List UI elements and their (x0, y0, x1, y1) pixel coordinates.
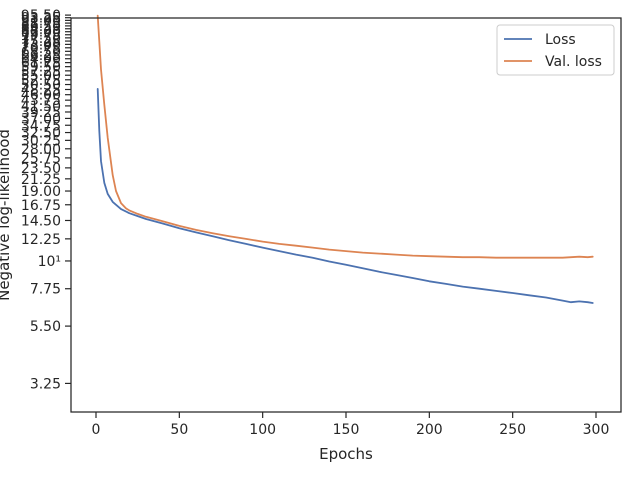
y-tick-label: 61.75 (21, 56, 61, 72)
series-line-1 (96, 88, 594, 304)
y-tick-label: 64.00 (21, 52, 61, 68)
y-tick-label: 75.25 (21, 34, 61, 50)
series-lines (96, 14, 594, 304)
y-tick-label: 3.25 (30, 376, 61, 392)
y-tick-label: 84.25 (21, 22, 61, 38)
legend-label: Loss (545, 32, 576, 48)
y-tick-label: 68.50 (21, 44, 61, 60)
x-tick-label: 50 (170, 422, 188, 438)
y-tick-label: 28.00 (21, 142, 61, 158)
y-tick-label: 59.50 (21, 60, 61, 76)
series-line-2 (96, 14, 594, 259)
x-tick-label: 0 (92, 422, 101, 438)
y-tick-label: 95.50 (21, 8, 61, 24)
y-tick-label: 73.00 (21, 37, 61, 53)
y-tick-label: 77.50 (21, 31, 61, 47)
y-tick-label: 19.00 (21, 184, 61, 200)
y-tick-label: 30.25 (21, 133, 61, 149)
y-tick-label: 12.25 (21, 232, 61, 248)
y-tick-label: 48.25 (21, 82, 61, 98)
legend: Loss Val. loss (496, 24, 615, 76)
y-tick-label: 25.75 (21, 151, 61, 167)
x-tick-label: 150 (333, 422, 360, 438)
x-tick-label: 300 (583, 422, 610, 438)
y-tick-label: 10¹ (38, 254, 61, 270)
y-tick-label: 57.25 (21, 64, 61, 80)
y-tick-label: 82.00 (21, 25, 61, 41)
legend-box (496, 24, 615, 76)
y-tick-label: 55.00 (21, 68, 61, 84)
y-tick-label: 88.75 (21, 16, 61, 32)
y-tick-label: 66.25 (21, 48, 61, 64)
y-tick-label: 70.75 (21, 41, 61, 57)
legend-label: Val. loss (545, 54, 602, 70)
x-tick-label: 100 (249, 422, 276, 438)
y-tick-label: 41.50 (21, 99, 61, 115)
y-tick-label: 14.50 (21, 213, 61, 229)
plot-frame (70, 17, 622, 413)
y-tick-label: 37.00 (21, 111, 61, 127)
y-tick-label: 43.75 (21, 93, 61, 109)
y-tick-label: 5.50 (30, 319, 61, 335)
x-axis-label: Epochs (319, 445, 373, 463)
y-tick-label: 52.75 (21, 73, 61, 89)
y-tick-label: 79.75 (21, 28, 61, 44)
x-axis-ticks: 0 50 100 150 200 250 300 (92, 412, 610, 438)
y-tick-label: 50.50 (21, 78, 61, 94)
y-tick-label: 91.00 (21, 13, 61, 29)
x-tick-label: 250 (499, 422, 526, 438)
y-tick-label: 93.25 (21, 11, 61, 27)
y-tick-label: 86.50 (21, 19, 61, 35)
y-tick-label: 39.25 (21, 105, 61, 121)
y-tick-label: 23.50 (21, 161, 61, 177)
y-axis-ticks: 3.25 5.50 7.75 10¹ 12.25 14.5016.7519.0021.25… (21, 8, 71, 392)
y-tick-label: 21.25 (21, 172, 61, 188)
x-tick-label: 200 (416, 422, 443, 438)
y-axis-label: Negative log-likelihood (0, 129, 13, 301)
y-tick-label: 46.00 (21, 88, 61, 104)
y-tick-label: 32.50 (21, 126, 61, 142)
y-tick-label: 34.75 (21, 118, 61, 134)
y-tick-label: 7.75 (30, 282, 61, 298)
y-tick-label: 16.75 (21, 198, 61, 214)
